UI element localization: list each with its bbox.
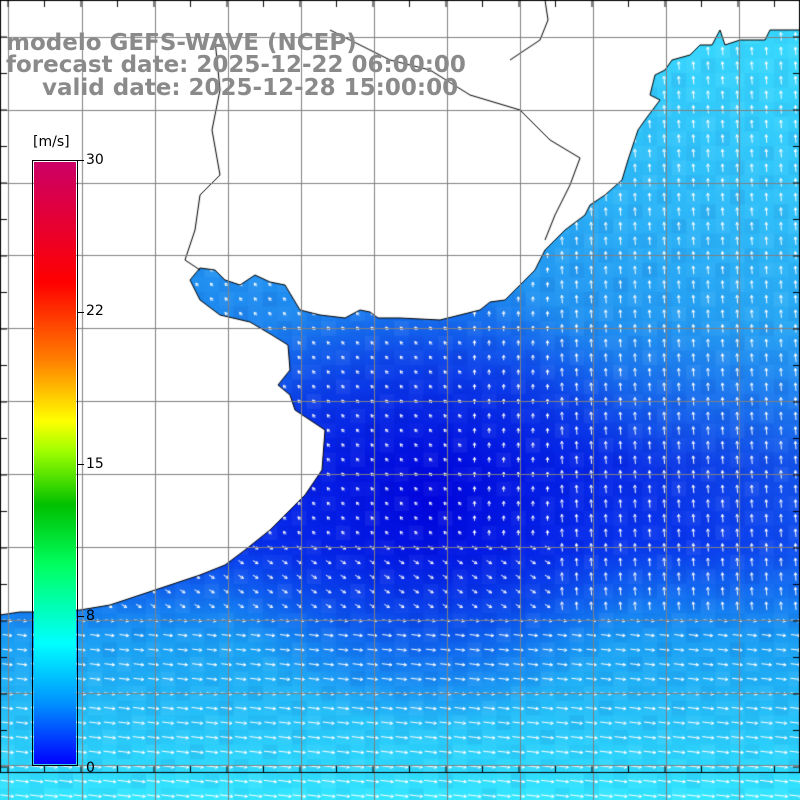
colorbar [32,160,78,766]
colorbar-tick-label: 15 [86,456,104,472]
colorbar-tickmark [78,464,84,465]
colorbar-tick-label: 22 [86,303,104,319]
valid-date-label: valid date: 2025-12-28 15:00:00 [42,75,459,101]
colorbar-tickmark [78,616,84,617]
colorbar-unit-label: [m/s] [33,134,70,150]
colorbar-gradient [34,162,76,764]
colorbar-tick-label: 30 [86,152,104,168]
colorbar-tickmark [78,312,84,313]
colorbar-tickmark [78,160,84,161]
colorbar-tick-label: 8 [86,608,95,624]
model-title: modelo GEFS-WAVE (NCEP) [6,30,357,56]
forecast-date-label: forecast date: 2025-12-22 06:00:00 [6,52,466,78]
colorbar-tick-label: 0 [86,760,95,776]
